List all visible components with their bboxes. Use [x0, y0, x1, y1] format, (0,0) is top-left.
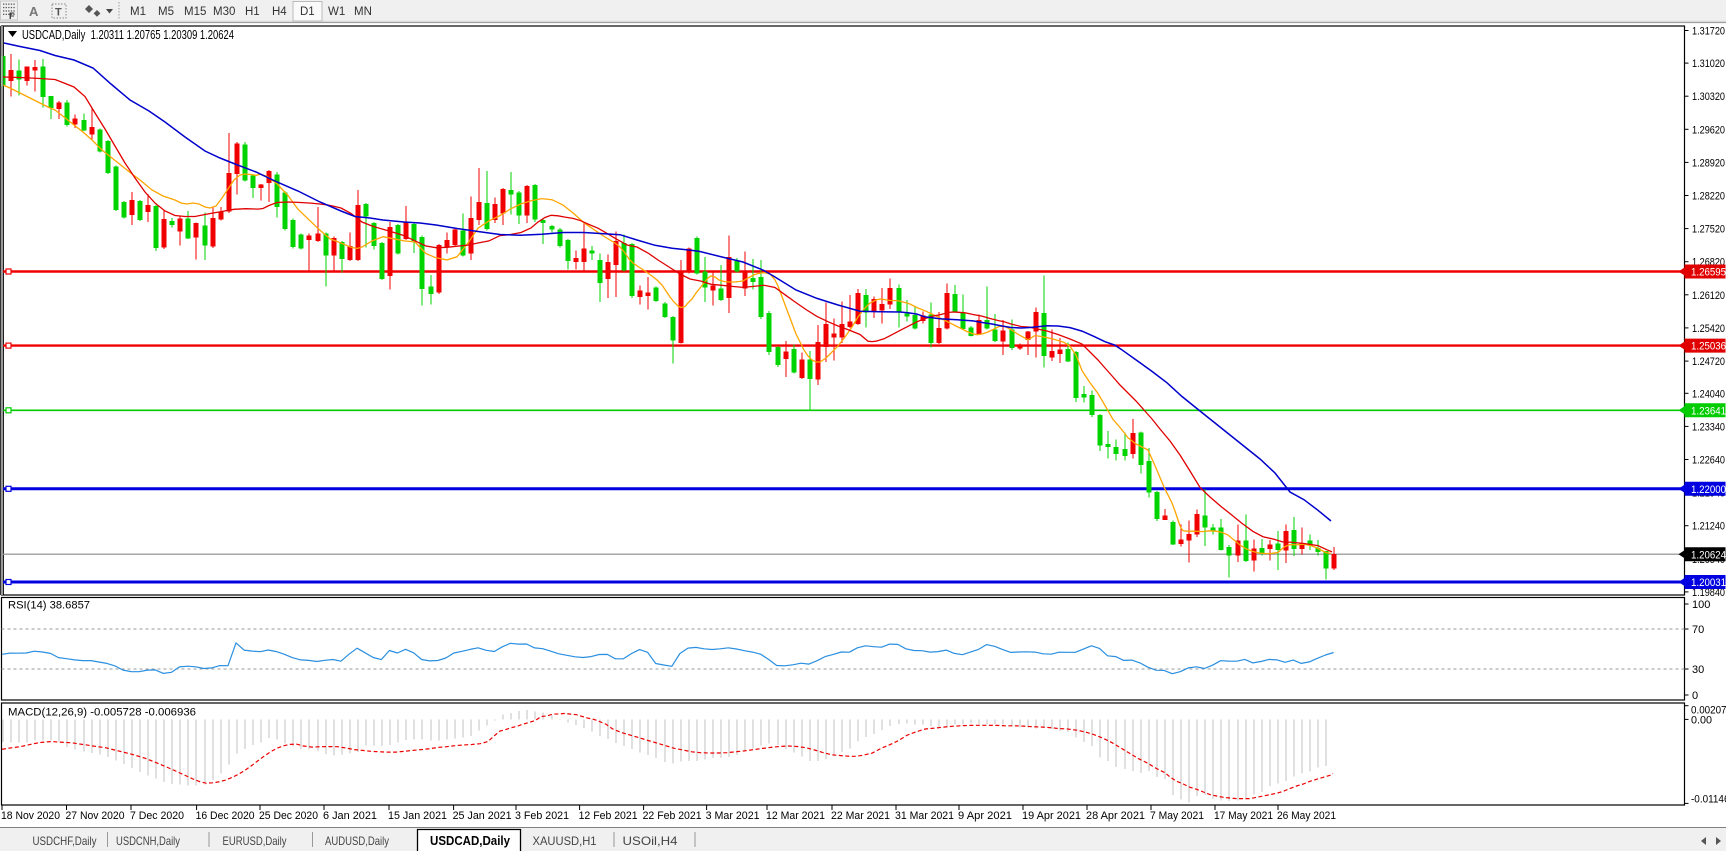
svg-text:16 Dec 2020: 16 Dec 2020	[196, 810, 255, 822]
svg-text:1.20031: 1.20031	[1691, 577, 1726, 589]
svg-text:25 Jan 2021: 25 Jan 2021	[453, 810, 512, 822]
svg-text:T: T	[55, 7, 62, 19]
svg-text:25 Dec 2020: 25 Dec 2020	[259, 810, 318, 822]
svg-text:0.002074: 0.002074	[1691, 705, 1726, 717]
svg-text:1.31720: 1.31720	[1692, 26, 1725, 38]
svg-text:USDCHF,Daily: USDCHF,Daily	[33, 834, 97, 848]
svg-text:1.24040: 1.24040	[1692, 388, 1725, 400]
svg-text:7 Dec 2020: 7 Dec 2020	[130, 810, 184, 822]
svg-text:22 Mar 2021: 22 Mar 2021	[831, 810, 890, 822]
svg-text:1.26595: 1.26595	[1691, 267, 1726, 279]
svg-text:12 Mar 2021: 12 Mar 2021	[766, 810, 825, 822]
svg-text:1.23340: 1.23340	[1692, 421, 1725, 433]
svg-text:30: 30	[1692, 664, 1704, 676]
svg-text:MN: MN	[354, 6, 372, 18]
svg-text:7 May 2021: 7 May 2021	[1150, 810, 1204, 822]
svg-text:RSI(14) 38.6857: RSI(14) 38.6857	[8, 600, 90, 612]
svg-text:XAUUSD,H1: XAUUSD,H1	[533, 834, 597, 848]
svg-text:USDCNH,Daily: USDCNH,Daily	[116, 834, 180, 848]
svg-text:F: F	[9, 11, 15, 21]
svg-text:H1: H1	[245, 6, 260, 18]
svg-text:1.26120: 1.26120	[1692, 290, 1725, 302]
svg-text:-0.011462: -0.011462	[1691, 794, 1726, 806]
svg-text:M15: M15	[184, 6, 206, 18]
svg-text:22 Feb 2021: 22 Feb 2021	[643, 810, 702, 822]
svg-text:28 Apr 2021: 28 Apr 2021	[1086, 810, 1145, 822]
svg-text:1.23641: 1.23641	[1691, 405, 1726, 417]
svg-text:M5: M5	[158, 6, 174, 18]
svg-text:15 Jan 2021: 15 Jan 2021	[388, 810, 447, 822]
svg-text:1.25420: 1.25420	[1692, 323, 1725, 335]
svg-text:100: 100	[1692, 599, 1710, 611]
svg-text:D1: D1	[300, 6, 315, 18]
svg-text:31 Mar 2021: 31 Mar 2021	[895, 810, 954, 822]
svg-text:1.22640: 1.22640	[1692, 455, 1725, 467]
svg-text:1.20624: 1.20624	[1691, 549, 1726, 561]
svg-text:W1: W1	[328, 6, 345, 18]
svg-text:70: 70	[1692, 624, 1704, 636]
svg-text:1.25036: 1.25036	[1691, 341, 1726, 353]
svg-text:1.21240: 1.21240	[1692, 521, 1725, 533]
svg-text:AUDUSD,Daily: AUDUSD,Daily	[325, 834, 389, 848]
svg-text:1.19840: 1.19840	[1692, 587, 1725, 599]
svg-text:9 Apr 2021: 9 Apr 2021	[958, 810, 1012, 822]
svg-text:1.28220: 1.28220	[1692, 191, 1725, 203]
svg-text:0.00: 0.00	[1691, 715, 1712, 727]
svg-text:H4: H4	[272, 6, 287, 18]
svg-text:17 May 2021: 17 May 2021	[1214, 810, 1273, 822]
svg-text:12 Feb 2021: 12 Feb 2021	[579, 810, 638, 822]
svg-text:0: 0	[1692, 690, 1698, 702]
svg-text:1.31020: 1.31020	[1692, 58, 1725, 70]
svg-text:1.29620: 1.29620	[1692, 124, 1725, 136]
svg-text:MACD(12,26,9) -0.005728 -0.006: MACD(12,26,9) -0.005728 -0.006936	[8, 707, 196, 719]
svg-text:6 Jan 2021: 6 Jan 2021	[323, 810, 377, 822]
svg-text:3 Feb 2021: 3 Feb 2021	[515, 810, 569, 822]
svg-text:1.22000: 1.22000	[1691, 484, 1726, 496]
svg-text:1.30320: 1.30320	[1692, 91, 1725, 103]
svg-text:EURUSD,Daily: EURUSD,Daily	[223, 834, 287, 848]
svg-text:1.28920: 1.28920	[1692, 157, 1725, 169]
svg-text:1.24720: 1.24720	[1692, 356, 1725, 368]
svg-text:M30: M30	[213, 6, 235, 18]
svg-text:27 Nov 2020: 27 Nov 2020	[66, 810, 125, 822]
svg-text:USDCAD,Daily 1.20311 1.20765: USDCAD,Daily 1.20311 1.20765 1.20309 1.2…	[22, 27, 234, 42]
svg-text:USDCAD,Daily: USDCAD,Daily	[430, 834, 510, 848]
svg-text:M1: M1	[130, 6, 146, 18]
svg-text:USOil,H4: USOil,H4	[623, 834, 678, 848]
svg-text:1.27520: 1.27520	[1692, 224, 1725, 236]
svg-text:A: A	[29, 4, 39, 19]
svg-text:19 Apr 2021: 19 Apr 2021	[1022, 810, 1081, 822]
svg-text:3 Mar 2021: 3 Mar 2021	[706, 810, 760, 822]
svg-text:18 Nov 2020: 18 Nov 2020	[1, 810, 60, 822]
svg-text:26 May 2021: 26 May 2021	[1277, 810, 1336, 822]
